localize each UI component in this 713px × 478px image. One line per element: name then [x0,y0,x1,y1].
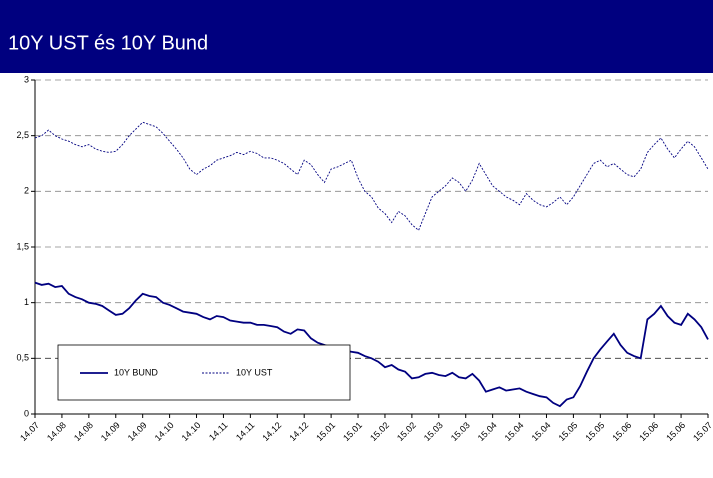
y-tick-label: 1 [24,297,29,307]
x-tick-label: 14.11 [234,420,257,443]
series-line [34,281,709,408]
y-tick-label: 0 [24,408,29,418]
x-tick-label: 14.09 [126,420,149,443]
x-tick-label: 15.02 [395,420,418,443]
title-banner [0,0,713,73]
y-tick-label: 2,5 [16,130,29,140]
x-tick-label: 15.01 [341,420,364,443]
y-tick-label: 0,5 [16,353,29,363]
x-tick-label: 14.10 [153,420,176,443]
legend-label: 10Y BUND [114,367,158,377]
x-tick-label: 15.05 [556,420,579,443]
x-tick-label: 15.02 [368,420,391,443]
x-tick-label: 14.08 [72,420,95,443]
x-tick-label: 15.04 [530,420,553,443]
x-tick-label: 15.03 [449,420,472,443]
y-tick-label: 2 [24,186,29,196]
y-tick-label: 3 [24,74,29,84]
x-tick-label: 15.06 [610,420,633,443]
x-tick-label: 14.10 [180,420,203,443]
x-tick-label: 15.06 [637,420,660,443]
chart-title: 10Y UST és 10Y Bund [8,32,208,54]
x-tick-label: 14.08 [45,420,68,443]
x-tick-label: 14.12 [260,420,283,443]
x-tick-label: 15.06 [664,420,687,443]
x-tick-label: 15.04 [503,420,526,443]
x-tick-label: 15.03 [422,420,445,443]
x-tick-label: 15.01 [314,420,337,443]
x-tick-label: 14.11 [207,420,230,443]
x-tick-label: 14.07 [18,420,41,443]
x-tick-label: 14.12 [287,420,310,443]
y-tick-label: 1,5 [16,241,29,251]
series-line [34,121,709,232]
legend-label: 10Y UST [236,367,273,377]
x-tick-label: 15.05 [583,420,606,443]
x-tick-label: 15.07 [691,420,713,443]
x-tick-label: 14.09 [99,420,122,443]
x-tick-label: 15.04 [476,420,499,443]
